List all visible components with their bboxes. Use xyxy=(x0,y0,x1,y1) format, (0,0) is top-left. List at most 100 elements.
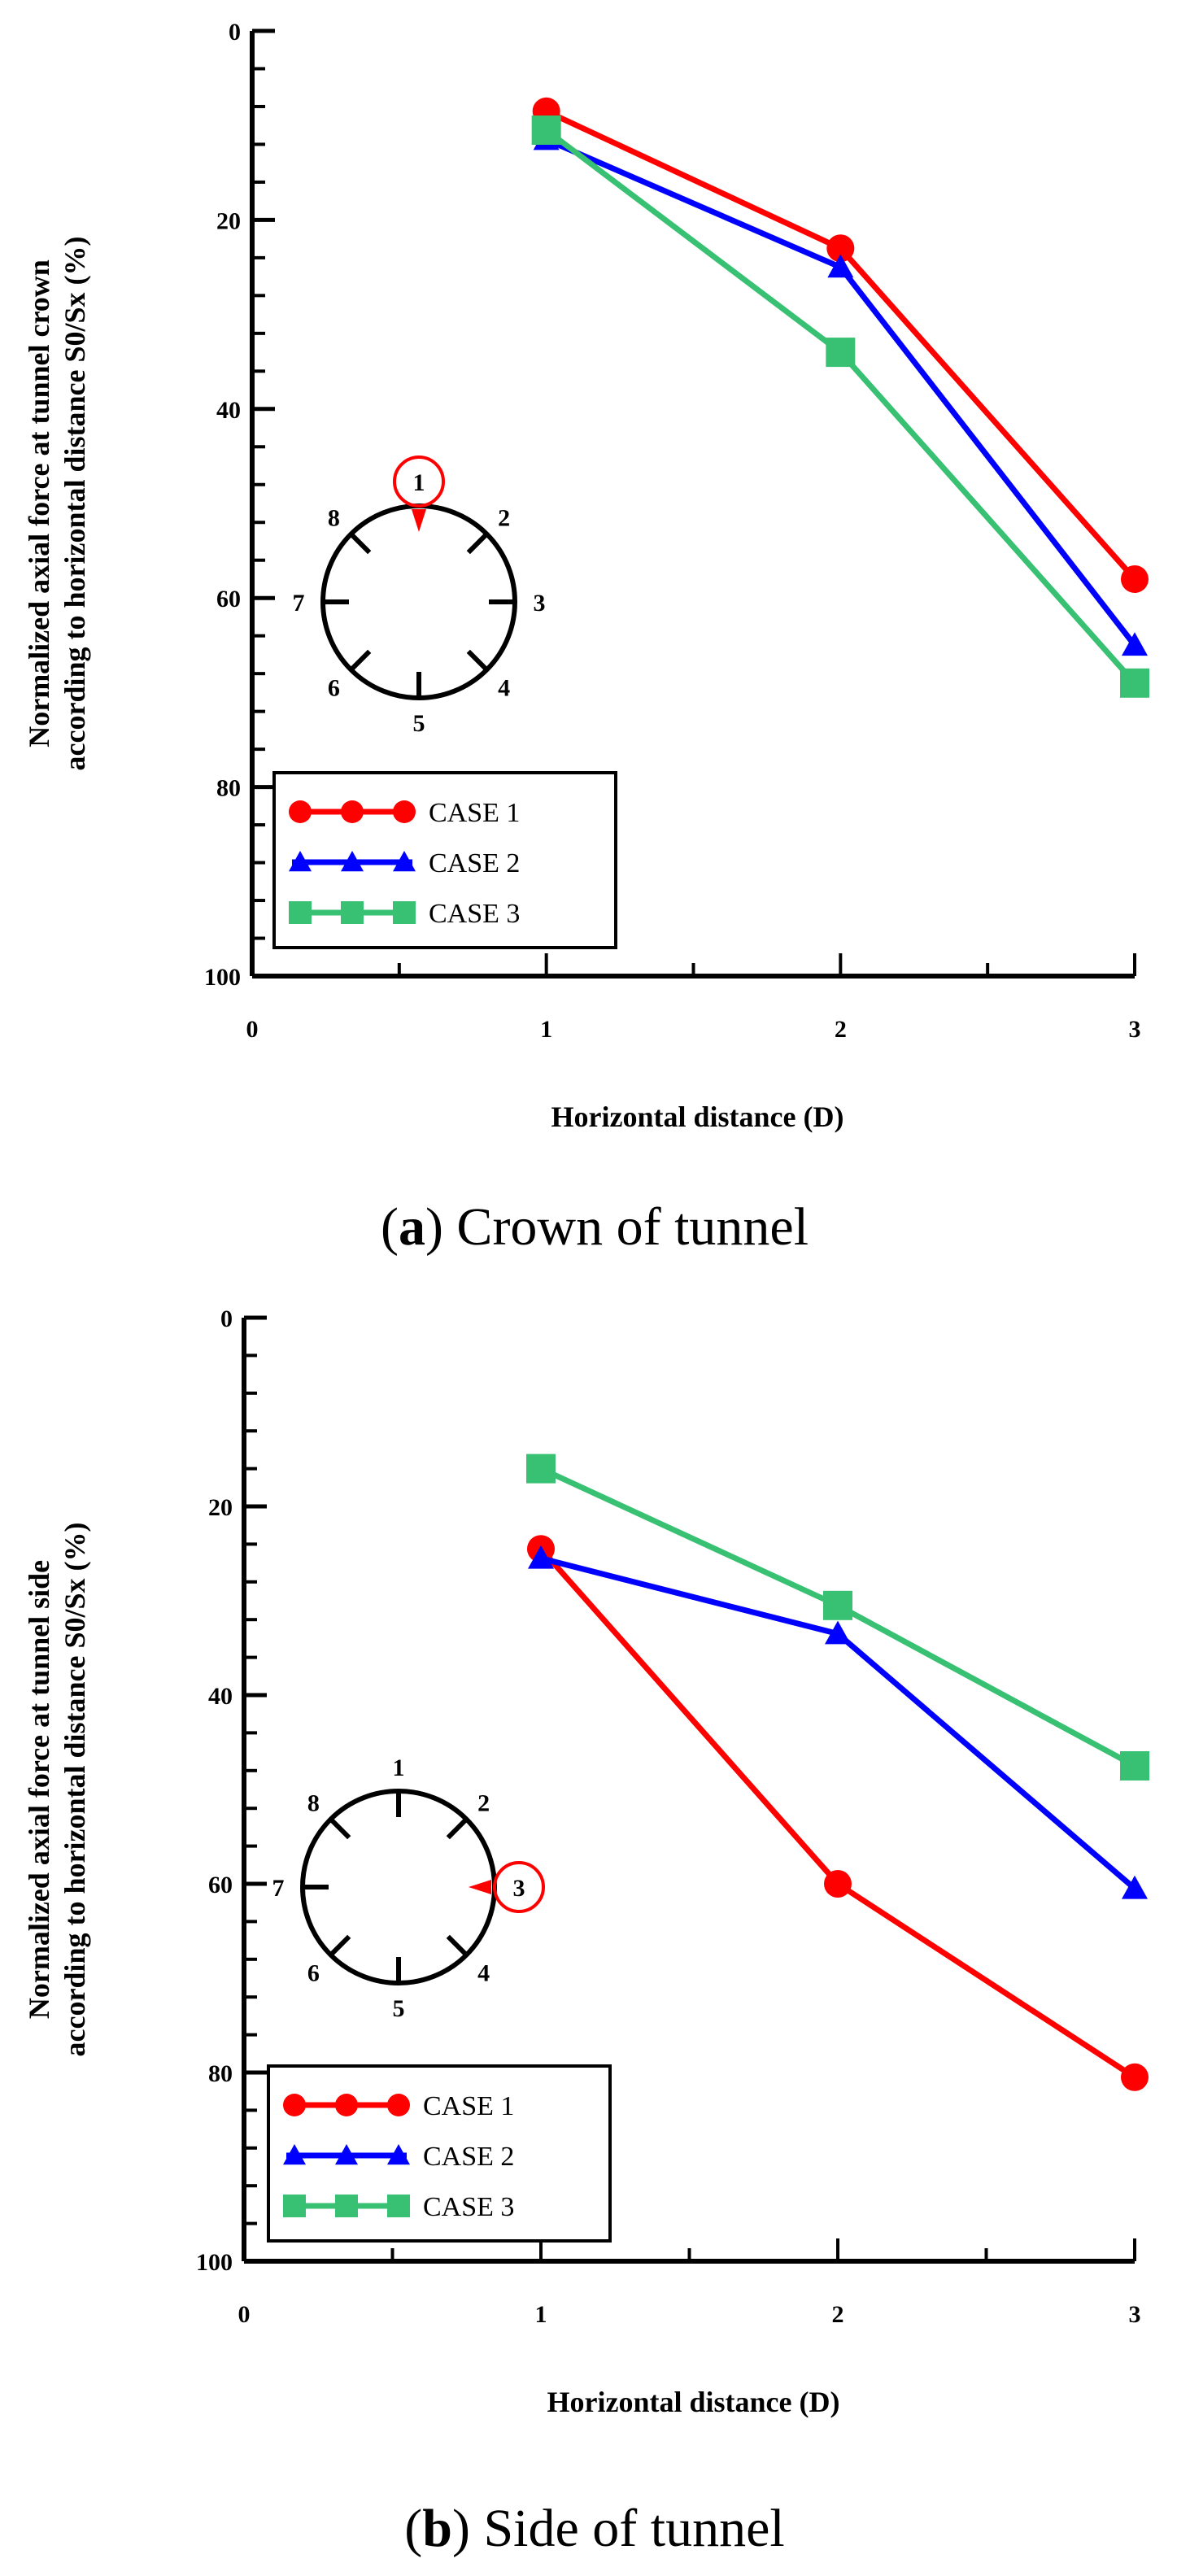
legend-swatch-marker xyxy=(335,2144,358,2165)
tunnel-position-number: 1 xyxy=(393,1754,405,1781)
legend-label: CASE 2 xyxy=(423,2142,514,2172)
y-axis-title-line1: Normalized axial force at tunnel crown xyxy=(23,259,55,748)
series-case-2 xyxy=(528,1545,1148,1899)
tunnel-tick xyxy=(349,649,372,672)
x-tick-label: 2 xyxy=(835,1016,847,1043)
legend-swatch-marker xyxy=(341,851,364,872)
legend-swatch-marker xyxy=(393,800,416,823)
data-point-marker xyxy=(528,1545,554,1569)
y-tick-label: 20 xyxy=(216,207,241,234)
caption-letter: b xyxy=(422,2499,452,2558)
tunnel-position-number: 5 xyxy=(413,710,425,737)
legend-label: CASE 3 xyxy=(429,899,520,929)
y-tick-label: 80 xyxy=(216,775,241,802)
y-tick-label: 60 xyxy=(208,1872,233,1898)
y-tick-label: 80 xyxy=(208,2060,233,2087)
tunnel-position-number: 2 xyxy=(498,504,510,531)
caption-text: Side of tunnel xyxy=(483,2499,784,2558)
tunnel-tick xyxy=(329,1817,351,1840)
x-axis-title: Horizontal distance (D) xyxy=(551,1101,844,1133)
tunnel-position-diagram: 1 2 3 4 5 6 7 8 xyxy=(272,1754,545,2022)
caption-close-paren: ) xyxy=(425,1197,456,1257)
legend-swatch-marker xyxy=(387,2195,410,2217)
tunnel-position-number: 2 xyxy=(477,1789,490,1816)
tunnel-position-number: 6 xyxy=(328,675,340,702)
legend-label: CASE 1 xyxy=(429,798,520,828)
data-point-marker xyxy=(1122,1875,1148,1899)
legend-swatch-marker xyxy=(289,851,312,872)
legend-label: CASE 1 xyxy=(423,2091,514,2121)
tunnel-position-number: 3 xyxy=(534,590,546,617)
tunnel-tick xyxy=(349,532,372,555)
legend-swatch-marker xyxy=(393,851,416,872)
data-point-marker xyxy=(824,1870,852,1898)
legend-swatch-marker xyxy=(283,2144,306,2165)
series-line xyxy=(544,128,1137,686)
tunnel-position-number: 8 xyxy=(328,504,340,531)
tunnel-tick xyxy=(466,649,489,672)
tunnel-position-number: 3 xyxy=(513,1875,525,1902)
legend-swatch-marker xyxy=(341,901,364,924)
legend: CASE 1 CASE 2 CASE 3 xyxy=(267,2064,612,2243)
figure-caption: (b) Side of tunnel xyxy=(404,2499,784,2558)
tunnel-position-number: 4 xyxy=(498,675,510,702)
data-point-marker xyxy=(526,1454,556,1484)
x-tick-label: 1 xyxy=(535,2301,547,2328)
tunnel-position-diagram: 1 2 3 4 5 6 7 8 xyxy=(293,455,546,737)
series-case-1 xyxy=(532,97,1149,593)
series-case-2 xyxy=(533,126,1148,656)
caption-open-paren: ( xyxy=(381,1197,399,1257)
y-tick-label: 40 xyxy=(208,1683,233,1710)
legend-swatch-marker xyxy=(393,901,416,924)
caption-letter: a xyxy=(399,1197,425,1257)
legend: CASE 1 CASE 2 CASE 3 xyxy=(272,771,617,949)
data-point-marker xyxy=(827,254,854,278)
y-axis-title-line1: Normalized axial force at tunnel side xyxy=(23,1560,55,2019)
data-point-marker xyxy=(825,1620,851,1645)
data-point-marker xyxy=(1122,632,1148,656)
data-point-marker xyxy=(826,338,856,368)
series-case-3 xyxy=(531,116,1149,698)
highlight-arrow-icon xyxy=(412,509,426,532)
series-case-3 xyxy=(526,1454,1149,1781)
highlight-circle xyxy=(493,1861,545,1913)
x-tick-label: 2 xyxy=(832,2301,844,2328)
data-point-marker xyxy=(1120,1751,1149,1781)
caption-open-paren: ( xyxy=(404,2499,422,2558)
y-tick-label: 100 xyxy=(204,964,241,991)
tunnel-position-number: 7 xyxy=(272,1875,285,1902)
data-point-marker xyxy=(823,1590,852,1620)
data-point-marker xyxy=(826,234,855,263)
tunnel-position-number: 5 xyxy=(393,1995,405,2022)
legend-swatch-marker xyxy=(335,2195,358,2217)
highlight-arrow-icon xyxy=(469,1880,491,1894)
highlight-circle xyxy=(393,455,445,508)
tunnel-position-number: 8 xyxy=(307,1789,320,1816)
figure-caption: (a) Crown of tunnel xyxy=(381,1197,809,1257)
legend-swatch-marker xyxy=(341,800,364,823)
tunnel-position-number: 7 xyxy=(293,590,305,617)
caption-text: Crown of tunnel xyxy=(456,1197,809,1257)
data-point-marker xyxy=(1121,2063,1149,2091)
x-tick-label: 0 xyxy=(238,2301,251,2328)
y-tick-label: 0 xyxy=(229,19,241,46)
data-point-marker xyxy=(1121,564,1149,593)
legend-swatch-marker xyxy=(283,2094,306,2116)
legend-swatch-marker xyxy=(289,800,312,823)
x-tick-label: 0 xyxy=(246,1016,259,1043)
x-tick-label: 1 xyxy=(540,1016,552,1043)
data-point-marker xyxy=(531,116,561,146)
legend-label: CASE 2 xyxy=(429,848,520,878)
tunnel-position-number: 1 xyxy=(413,469,425,496)
tunnel-position-number: 6 xyxy=(307,1960,320,1987)
tunnel-tick xyxy=(466,532,489,555)
series-line xyxy=(545,137,1137,647)
data-point-marker xyxy=(1120,668,1149,698)
tunnel-tick xyxy=(329,1934,351,1957)
legend-swatch-marker xyxy=(335,2094,358,2116)
tunnel-tick xyxy=(446,1934,469,1957)
legend-swatch-marker xyxy=(387,2094,410,2116)
